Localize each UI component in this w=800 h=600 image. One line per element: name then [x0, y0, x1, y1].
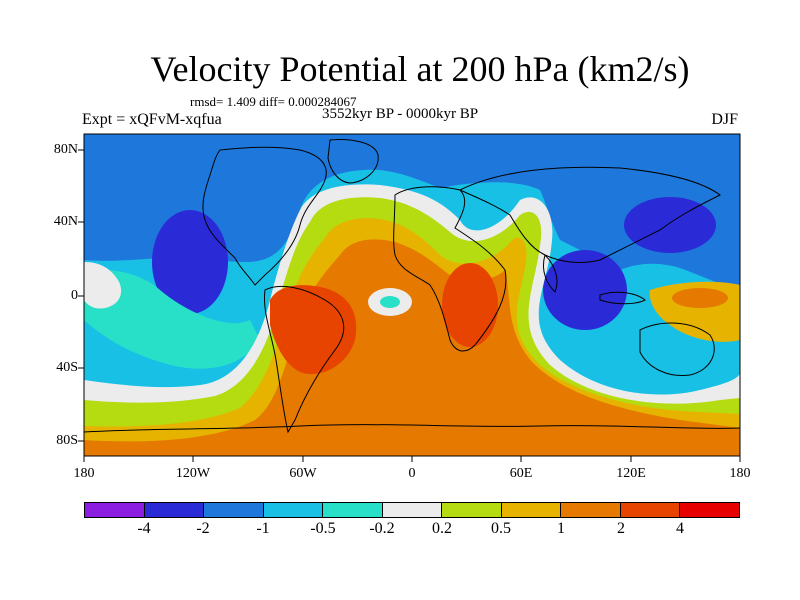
x-tick-label: 180	[73, 466, 95, 481]
colorbar-cell	[323, 503, 383, 517]
colorbar-cell	[382, 503, 443, 517]
y-tick-label: 80S	[56, 433, 78, 448]
x-tick-label: 0	[408, 466, 416, 481]
colorbar	[84, 502, 740, 518]
y-tick-label: 40S	[56, 360, 78, 375]
colorbar-cell	[442, 503, 502, 517]
x-tick-label: 120E	[616, 466, 646, 481]
colorbar-cell	[561, 503, 621, 517]
x-tick-label: 60W	[289, 466, 317, 481]
colorbar-cell	[501, 503, 562, 517]
colorbar-label: 1	[557, 520, 565, 537]
field-africa-red	[442, 263, 498, 347]
colorbar-cell	[144, 503, 205, 517]
field-nwpacific-dark	[624, 197, 716, 253]
colorbar-cell	[85, 503, 145, 517]
colorbar-label: -0.2	[369, 520, 395, 537]
period-label: 3552kyr BP - 0000kyr BP	[322, 106, 479, 122]
colorbar-label: -0.5	[310, 520, 336, 537]
colorbar-cell	[680, 503, 740, 517]
coastlines	[83, 139, 741, 434]
season-label: DJF	[711, 111, 738, 128]
colorbar-label: 0.2	[432, 520, 452, 537]
colorbar-label: 2	[617, 520, 625, 537]
chart-title: Velocity Potential at 200 hPa (km2/s)	[150, 49, 690, 89]
colorbar-cell	[204, 503, 264, 517]
stats-line: rmsd= 1.409 diff= 0.000284067	[190, 94, 357, 109]
x-tick-label: 120W	[175, 466, 211, 481]
tick-marks	[78, 149, 741, 462]
field-wpacific-hot	[672, 288, 728, 308]
colorbar-label: -1	[256, 520, 270, 537]
y-tick-label: 40N	[53, 214, 78, 229]
y-tick-label: 0	[71, 288, 78, 303]
colorbar-cell	[620, 503, 681, 517]
field-indonesia-dark	[543, 250, 627, 330]
field-orange	[84, 239, 740, 456]
experiment-label: Expt = xQFvM-xqfua	[82, 111, 222, 128]
colorbar-label: 4	[676, 520, 684, 537]
y-tick-label: 80N	[53, 142, 78, 157]
field-epacific-white	[84, 262, 122, 309]
colorbar-cell	[263, 503, 324, 517]
colorbar-label: -4	[137, 520, 151, 537]
x-tick-label: 60E	[509, 466, 533, 481]
field-npacific-dark	[152, 210, 228, 314]
field-spacific-cyan	[84, 269, 260, 369]
x-tick-label: 180	[729, 466, 751, 481]
colorbar-label: -2	[196, 520, 210, 537]
colorbar-label: 0.5	[491, 520, 511, 537]
field-atlantic-hole-inner	[380, 296, 400, 308]
field-north-blue	[84, 134, 740, 290]
